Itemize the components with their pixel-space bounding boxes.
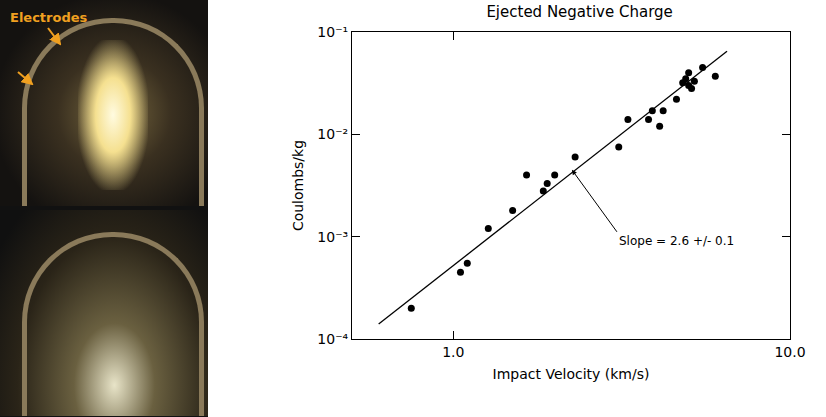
svg-text:Impact Velocity (km/s): Impact Velocity (km/s) xyxy=(493,366,650,382)
svg-text:10⁻³: 10⁻³ xyxy=(317,229,348,245)
svg-text:Slope = 2.6 +/- 0.1: Slope = 2.6 +/- 0.1 xyxy=(619,234,734,248)
svg-text:10.0: 10.0 xyxy=(774,344,805,360)
svg-text:Ejected Negative Charge: Ejected Negative Charge xyxy=(486,3,672,21)
svg-text:1.0: 1.0 xyxy=(442,344,464,360)
svg-text:Coulombs/kg: Coulombs/kg xyxy=(290,140,306,231)
svg-text:10⁻¹: 10⁻¹ xyxy=(317,24,348,40)
svg-text:10⁻²: 10⁻² xyxy=(317,126,348,142)
html-text:Electrodes: Electrodes xyxy=(10,10,88,25)
svg-text:10⁻⁴: 10⁻⁴ xyxy=(317,331,348,347)
